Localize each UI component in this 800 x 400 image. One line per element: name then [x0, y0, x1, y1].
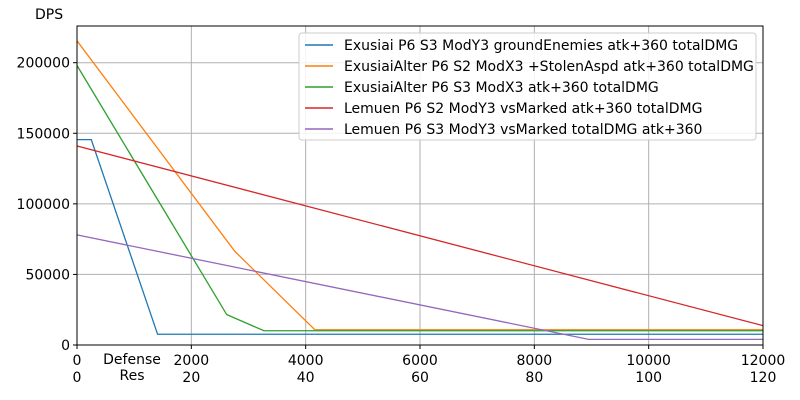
- x2-tick-label: 120: [750, 370, 777, 386]
- legend-label: ExusiaiAlter P6 S3 ModX3 atk+360 totalDM…: [344, 80, 659, 96]
- series-line: [76, 234, 763, 341]
- y-tick-label: 150000: [17, 126, 70, 142]
- x2-tick-label: 100: [635, 370, 662, 386]
- x-tick-label: 12000: [741, 353, 786, 369]
- x-tick-label: 10000: [626, 353, 671, 369]
- legend: Exusiai P6 S3 ModY3 groundEnemies atk+36…: [298, 32, 757, 141]
- y-tick-label: 200000: [17, 56, 70, 72]
- x2-tick-label: 60: [411, 370, 429, 386]
- x2-tick-label: 20: [182, 370, 200, 386]
- x-tick-label: 8000: [517, 353, 553, 369]
- series-line: [77, 138, 763, 335]
- x-axis-label: Defense: [103, 352, 161, 368]
- legend-label: Exusiai P6 S3 ModY3 groundEnemies atk+36…: [344, 38, 738, 54]
- x-axis-label-2: Res: [119, 368, 144, 384]
- legend-label: Lemuen P6 S3 ModY3 vsMarked totalDMG atk…: [344, 122, 702, 138]
- x-tick-label: 0: [73, 353, 82, 369]
- legend-label: Lemuen P6 S2 ModY3 vsMarked atk+360 tota…: [344, 101, 702, 117]
- x2-tick-label: 40: [297, 370, 315, 386]
- x2-tick-label: 80: [525, 370, 543, 386]
- x2-tick-label: 0: [73, 370, 82, 386]
- x-tick-label: 4000: [288, 353, 324, 369]
- legend-label: ExusiaiAlter P6 S2 ModX3 +StolenAspd atk…: [344, 59, 754, 75]
- y-tick-label: 0: [61, 338, 70, 354]
- legend-box: [298, 32, 757, 141]
- series-line: [76, 145, 764, 327]
- y-axis-label: DPS: [35, 7, 63, 23]
- x-tick-label: 2000: [174, 353, 210, 369]
- x-tick-label: 6000: [402, 353, 438, 369]
- y-tick-label: 100000: [17, 197, 70, 213]
- y-tick-label: 50000: [25, 267, 70, 283]
- series-line: [76, 65, 763, 332]
